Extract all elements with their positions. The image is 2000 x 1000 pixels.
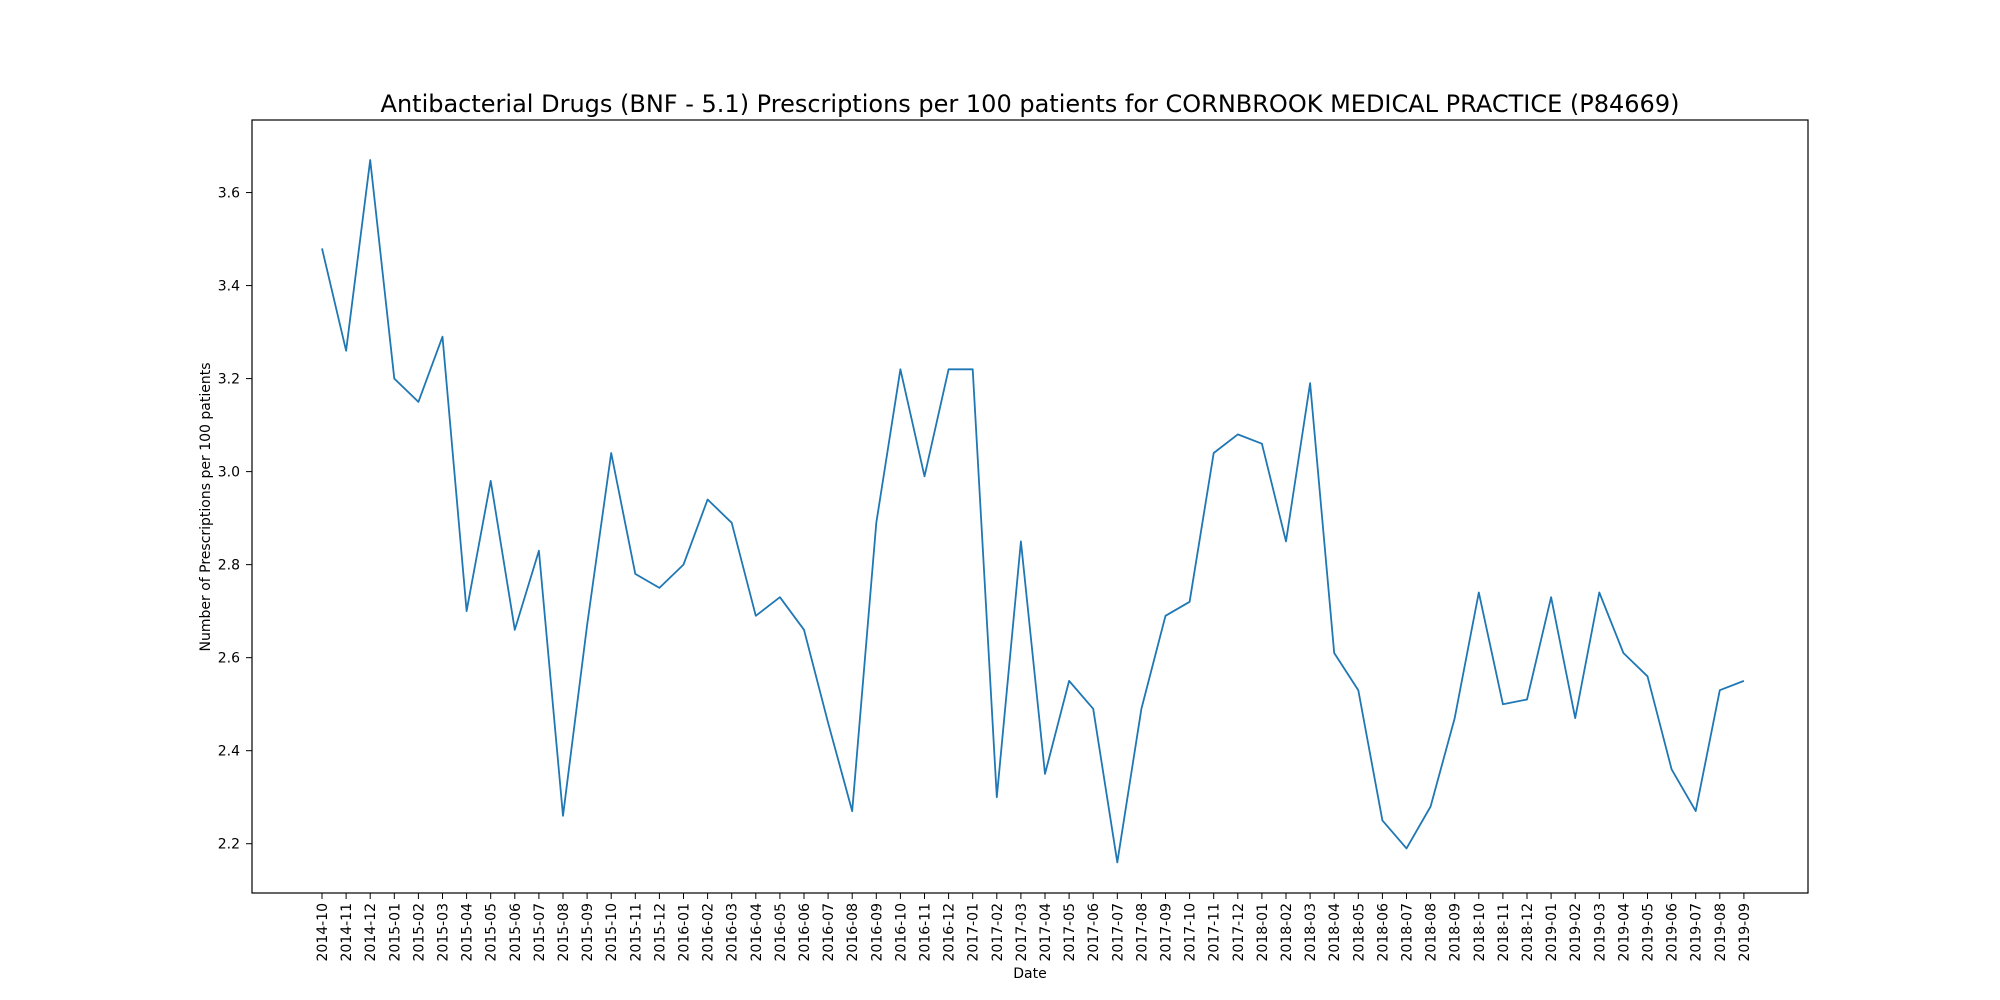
y-axis-label: Number of Prescriptions per 100 patients <box>198 363 214 652</box>
x-tick-label: 2017-05 <box>1062 903 1078 962</box>
x-tick-label: 2016-11 <box>918 903 934 962</box>
y-tick-label: 3.4 <box>218 279 240 295</box>
y-tick-label: 2.4 <box>218 744 240 760</box>
x-tick-label: 2016-08 <box>845 903 861 962</box>
x-tick-label: 2015-01 <box>387 903 403 962</box>
x-tick-label: 2018-06 <box>1375 903 1391 962</box>
x-tick-label: 2015-03 <box>436 903 452 962</box>
x-tick-label: 2018-02 <box>1279 903 1295 962</box>
x-tick-label: 2017-09 <box>1159 903 1175 962</box>
x-tick-label: 2016-05 <box>773 903 789 962</box>
x-tick-label: 2017-03 <box>1014 903 1030 962</box>
y-tick-label: 2.2 <box>218 837 240 853</box>
x-tick-label: 2018-07 <box>1400 903 1416 962</box>
x-tick-label: 2015-05 <box>484 903 500 962</box>
series-layer <box>321 159 1745 864</box>
x-tick-label: 2015-12 <box>652 903 668 962</box>
x-tick-label: 2016-12 <box>942 903 958 962</box>
x-tick-label: 2016-07 <box>821 903 837 962</box>
x-tick-label: 2015-06 <box>508 903 524 962</box>
x-tick-label: 2016-04 <box>749 903 765 962</box>
x-tick-label: 2015-11 <box>628 903 644 962</box>
x-tick-label: 2016-01 <box>677 903 693 962</box>
x-tick-label: 2016-10 <box>893 903 909 962</box>
x-tick-label: 2019-08 <box>1713 903 1729 962</box>
x-tick-label: 2015-07 <box>532 903 548 962</box>
x-tick-label: 2018-08 <box>1424 903 1440 962</box>
x-tick-label: 2017-08 <box>1134 903 1150 962</box>
x-tick-label: 2018-05 <box>1351 903 1367 962</box>
x-tick-label: 2019-07 <box>1689 903 1705 962</box>
x-tick-label: 2016-03 <box>725 903 741 962</box>
x-tick-label: 2019-02 <box>1568 903 1584 962</box>
x-tick-label: 2018-03 <box>1303 903 1319 962</box>
y-tick-label: 2.6 <box>218 651 240 667</box>
x-tick-label: 2017-06 <box>1086 903 1102 962</box>
x-tick-label: 2017-11 <box>1207 903 1223 962</box>
x-tick-label: 2018-10 <box>1472 903 1488 962</box>
x-tick-label: 2017-10 <box>1183 903 1199 962</box>
x-tick-label: 2018-11 <box>1496 903 1512 962</box>
x-tick-label: 2017-02 <box>990 903 1006 962</box>
plot-area-frame <box>251 119 1809 894</box>
x-axis: 2014-10 2014-11 2014-12 2015-01 2015-02 2015-… <box>315 893 1753 962</box>
x-tick-label: 2019-04 <box>1616 903 1632 962</box>
x-tick-label: 2015-09 <box>580 903 596 962</box>
x-tick-label: 2015-10 <box>604 903 620 962</box>
x-tick-label: 2019-03 <box>1592 903 1608 962</box>
x-tick-label: 2019-06 <box>1665 903 1681 962</box>
series-line <box>321 159 1745 864</box>
x-tick-label: 2017-12 <box>1231 903 1247 962</box>
x-tick-label: 2014-10 <box>315 903 331 962</box>
x-tick-label: 2015-04 <box>460 903 476 962</box>
x-tick-label: 2018-12 <box>1520 903 1536 962</box>
x-tick-label: 2016-06 <box>797 903 813 962</box>
x-tick-label: 2017-04 <box>1038 903 1054 962</box>
x-tick-label: 2019-05 <box>1641 903 1657 962</box>
x-tick-label: 2014-12 <box>363 903 379 962</box>
x-tick-label: 2017-01 <box>966 903 982 962</box>
x-tick-label: 2018-04 <box>1327 903 1343 962</box>
x-tick-label: 2018-09 <box>1448 903 1464 962</box>
x-tick-label: 2016-02 <box>701 903 717 962</box>
x-tick-label: 2015-02 <box>411 903 427 962</box>
x-tick-label: 2019-01 <box>1544 903 1560 962</box>
y-axis: 2.2 2.4 2.6 2.8 3.0 3.2 3.4 3.6 <box>218 186 252 853</box>
x-tick-label: 2014-11 <box>339 903 355 962</box>
y-tick-label: 3.0 <box>218 465 240 481</box>
x-tick-label: 2017-07 <box>1110 903 1126 962</box>
x-tick-label: 2015-08 <box>556 903 572 962</box>
x-tick-label: 2016-09 <box>869 903 885 962</box>
y-tick-label: 2.8 <box>218 558 240 574</box>
chart-title: Antibacterial Drugs (BNF - 5.1) Prescrip… <box>381 90 1680 118</box>
x-tick-label: 2019-09 <box>1737 903 1753 962</box>
x-axis-label: Date <box>1013 966 1046 982</box>
y-tick-label: 3.6 <box>218 186 240 202</box>
x-tick-label: 2018-01 <box>1255 903 1271 962</box>
y-tick-label: 3.2 <box>218 372 240 388</box>
